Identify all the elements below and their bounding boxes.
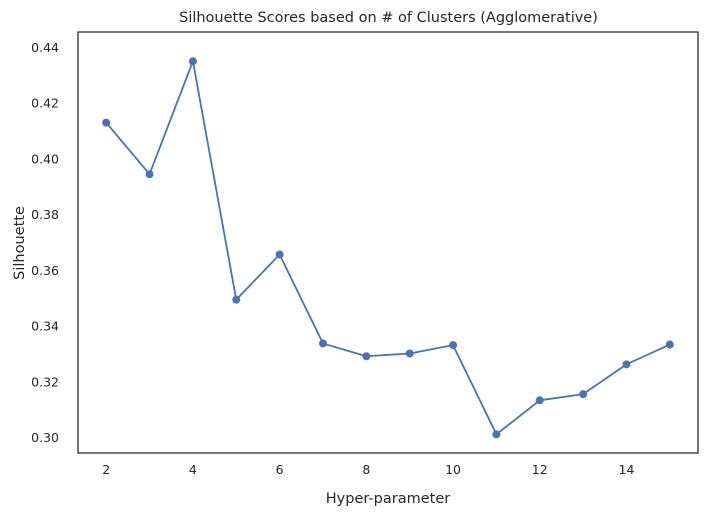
y-tick-label: 0.40 [31,151,59,166]
data-point [492,430,501,439]
data-point [362,352,371,361]
data-point [622,360,631,369]
data-point [665,340,674,349]
data-point [579,390,588,399]
y-tick-label: 0.30 [31,430,59,445]
x-tick-label: 6 [276,462,284,477]
x-tick-label: 2 [102,462,110,477]
y-axis-label: Silhouette [12,206,28,280]
x-tick-label: 10 [445,462,461,477]
plot-area: 2 4 6 8 10 12 14 0.300.320.340.360.380.400.420… [31,31,699,477]
y-tick-label: 0.32 [31,374,59,389]
x-axis-label: Hyper-parameter [326,491,450,507]
x-tick-label: 8 [362,462,370,477]
x-tick-label: 14 [619,462,635,477]
y-axis-ticks: 0.30 0.32 0.34 0.36 0.38 0.40 0.42 0.44 [31,40,59,445]
x-axis-ticks: 2 4 6 8 10 12 14 [102,462,634,477]
data-point [145,170,154,179]
y-tick-label: 0.42 [31,96,59,111]
data-point [405,349,414,358]
data-point [535,396,544,405]
silhouette-series-line [105,60,671,436]
data-point [275,250,284,259]
data-point [232,295,241,304]
data-point [102,118,111,127]
axes-frame [77,31,699,454]
y-tick-label: 0.36 [31,263,59,278]
x-tick-label: 12 [532,462,548,477]
data-point [188,57,197,66]
data-point [318,339,327,348]
y-tick-label: 0.34 [31,319,59,334]
chart-title: Silhouette Scores based on # of Clusters… [179,10,598,26]
x-tick-label: 4 [189,462,197,477]
y-tick-label: 0.38 [31,207,59,222]
silhouette-series-points [102,57,674,439]
y-tick-label: 0.44 [31,40,59,55]
data-point [449,341,458,350]
